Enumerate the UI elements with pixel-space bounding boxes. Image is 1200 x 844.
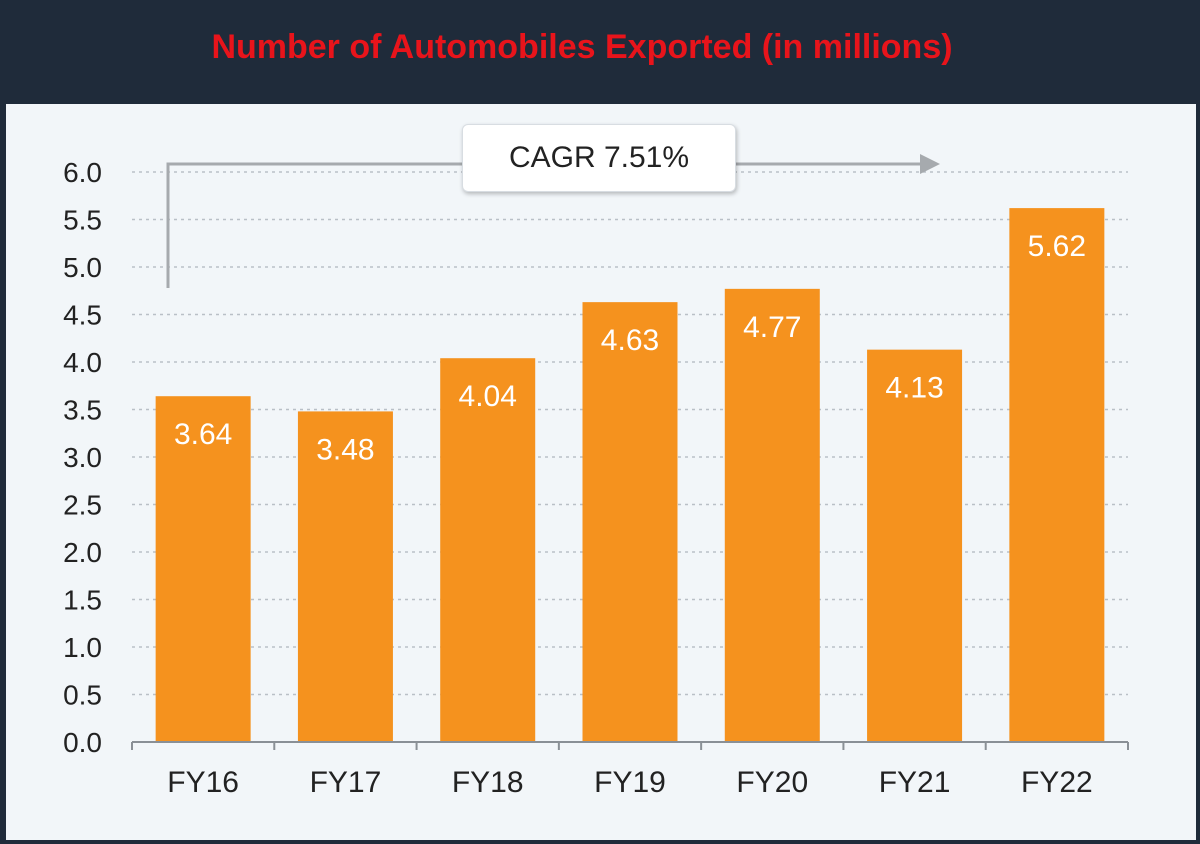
y-tick-label: 1.5 (63, 585, 102, 616)
header-bar: Number of Automobiles Exported (in milli… (0, 0, 1200, 104)
x-tick-label: FY18 (452, 766, 524, 799)
data-label: 4.63 (601, 324, 659, 357)
data-label: 5.62 (1028, 230, 1086, 263)
bar (297, 411, 393, 742)
value-labels: 3.64 3.48 4.04 4.63 4.77 4.13 5.62 (174, 230, 1086, 466)
y-tick-label: 3.0 (63, 442, 102, 473)
x-tick-label: FY19 (594, 766, 666, 799)
x-tick-label: FY22 (1021, 766, 1093, 799)
bar (155, 396, 251, 742)
y-tick-label: 3.5 (63, 395, 102, 426)
data-label: 4.04 (459, 380, 517, 413)
y-tick-label: 1.0 (63, 632, 102, 663)
data-label: 3.48 (316, 433, 374, 466)
x-tick-label: FY21 (879, 766, 951, 799)
y-axis-ticks: 0.0 0.5 1.0 1.5 2.0 2.5 3.0 3.5 4.0 4.5 5.0 5.5 6.0 (63, 157, 102, 758)
data-label: 3.64 (174, 418, 232, 451)
bars (155, 208, 1105, 743)
bar (867, 349, 963, 742)
y-tick-label: 4.5 (63, 300, 102, 331)
data-label: 4.13 (885, 372, 943, 405)
bar (1009, 208, 1105, 743)
x-tick-label: FY16 (167, 766, 239, 799)
cagr-annotation: CAGR 7.51% (462, 124, 736, 192)
y-tick-label: 2.0 (63, 537, 102, 568)
y-tick-label: 6.0 (63, 157, 102, 188)
x-tick-label: FY20 (736, 766, 808, 799)
bar (582, 302, 678, 742)
y-tick-label: 5.5 (63, 205, 102, 236)
data-label: 4.77 (743, 311, 801, 344)
y-tick-label: 4.0 (63, 347, 102, 378)
chart-title: Number of Automobiles Exported (in milli… (211, 28, 953, 66)
y-tick-label: 5.0 (63, 252, 102, 283)
bar (724, 288, 820, 742)
y-tick-label: 0.0 (63, 727, 102, 758)
cagr-arrow-head (920, 154, 940, 174)
y-tick-label: 2.5 (63, 490, 102, 521)
y-tick-label: 0.5 (63, 680, 102, 711)
bar (440, 358, 536, 742)
x-tick-label: FY17 (310, 766, 382, 799)
x-axis (131, 741, 1129, 750)
x-axis-ticks: FY16 FY17 FY18 FY19 FY20 FY21 FY22 (167, 766, 1092, 799)
